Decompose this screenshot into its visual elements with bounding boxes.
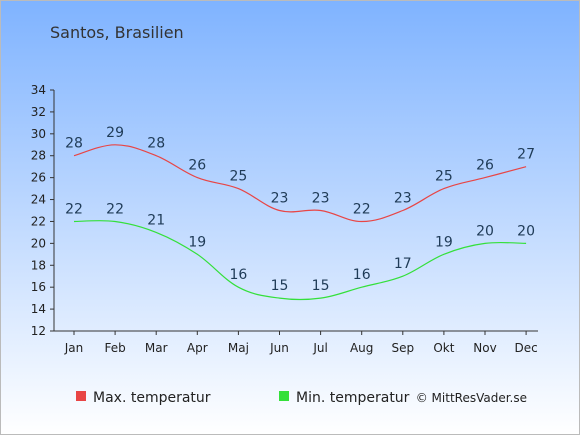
x-tick-label: Dec — [514, 341, 537, 355]
max-temperature-data-label: 23 — [271, 191, 289, 207]
y-tick-label: 26 — [31, 171, 46, 185]
max-temperature-data-label: 27 — [517, 147, 535, 163]
legend-min-swatch — [279, 391, 289, 401]
x-tick-label: Okt — [433, 341, 454, 355]
x-tick-label: Maj — [228, 341, 249, 355]
min-temperature-data-label: 16 — [353, 267, 371, 283]
x-tick-label: Mar — [145, 341, 168, 355]
max-temperature-data-label: 23 — [394, 191, 412, 207]
y-tick-label: 34 — [31, 83, 46, 97]
copyright-text: © MittResVader.se — [416, 391, 527, 405]
y-tick-label: 32 — [31, 105, 46, 119]
x-tick-label: Aug — [350, 341, 373, 355]
x-tick-label: Apr — [187, 341, 208, 355]
x-tick-label: Feb — [104, 341, 125, 355]
max-temperature-data-label: 29 — [106, 125, 124, 141]
min-temperature-data-label: 17 — [394, 256, 412, 272]
y-tick-label: 12 — [31, 324, 46, 338]
min-temperature-data-label: 22 — [65, 201, 83, 217]
y-tick-label: 22 — [31, 214, 46, 228]
max-temperature-data-label: 23 — [312, 191, 330, 207]
min-temperature-data-label: 21 — [147, 212, 165, 228]
x-axis: Jan Feb Mar Apr Maj Jun Jul Aug Sep Okt Nov Dec — [54, 330, 538, 355]
y-tick-label: 14 — [31, 302, 46, 316]
x-tick-label: Sep — [391, 341, 414, 355]
y-tick-label: 16 — [31, 280, 46, 294]
y-axis: 12 14 16 18 20 22 24 26 28 30 32 34 — [31, 83, 55, 338]
series-lines — [73, 144, 527, 301]
min-temperature-data-label: 15 — [312, 278, 330, 294]
min-temperature-data-label: 15 — [271, 278, 289, 294]
max-temperature-data-label: 26 — [476, 158, 494, 174]
min-temperature-data-label: 16 — [229, 267, 247, 283]
min-temperature-data-label: 19 — [188, 234, 206, 250]
max-temperature-data-label: 25 — [229, 169, 247, 185]
y-tick-label: 24 — [31, 193, 46, 207]
legend-min-label: Min. temperatur — [296, 390, 410, 406]
y-tick-label: 28 — [31, 149, 46, 163]
max-temperature-data-label: 25 — [435, 169, 453, 185]
x-tick-label: Jun — [269, 341, 289, 355]
x-tick-label: Nov — [473, 341, 496, 355]
max-temperature-data-label: 26 — [188, 158, 206, 174]
min-temperature-data-label: 19 — [435, 234, 453, 250]
legend-max-label: Max. temperatur — [93, 390, 211, 406]
legend-max-swatch — [76, 391, 86, 401]
max-temperature-line — [73, 144, 527, 223]
legend: Max. temperatur Min. temperatur — [76, 390, 410, 406]
min-temperature-data-label: 20 — [476, 223, 494, 239]
chart-title: Santos, Brasilien — [50, 23, 184, 42]
min-temperature-data-label: 20 — [517, 223, 535, 239]
y-tick-label: 30 — [31, 127, 46, 141]
x-tick-label: Jul — [312, 341, 327, 355]
min-temperature-data-label: 22 — [106, 201, 124, 217]
min-temperature-line — [73, 220, 527, 301]
y-tick-label: 18 — [31, 258, 46, 272]
max-temperature-data-label: 22 — [353, 201, 371, 217]
y-tick-label: 20 — [31, 236, 46, 250]
max-temperature-data-label: 28 — [65, 136, 83, 152]
max-temperature-data-label: 28 — [147, 136, 165, 152]
data-labels: 28 29 28 26 25 23 23 22 23 25 26 27 22 22 21 19 16 15 15 16… — [65, 125, 535, 294]
x-tick-label: Jan — [64, 341, 84, 355]
